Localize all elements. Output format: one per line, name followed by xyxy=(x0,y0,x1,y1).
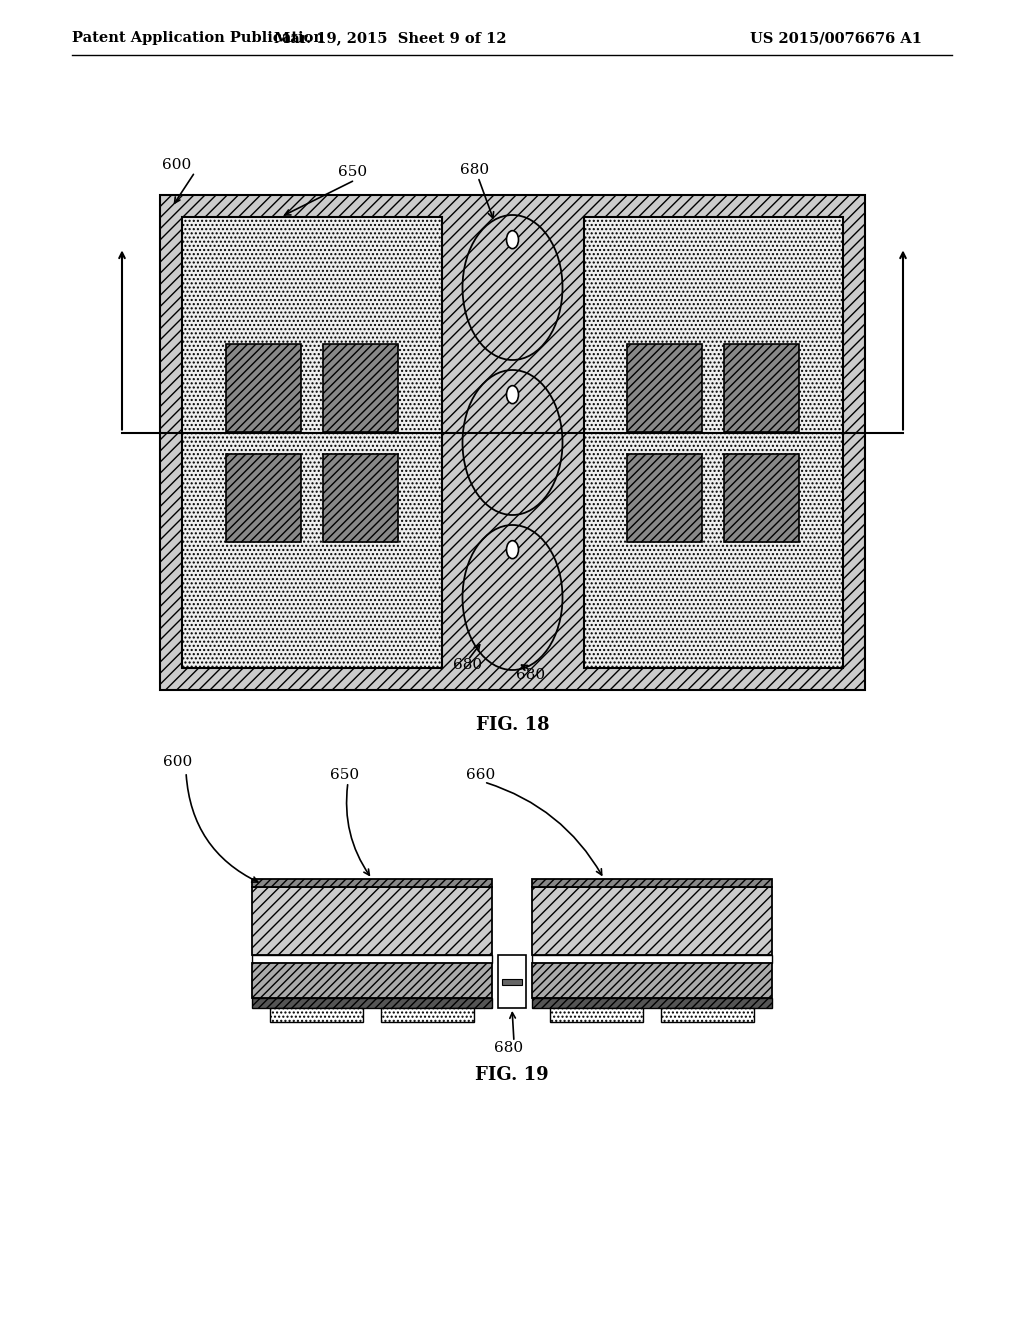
Text: 600: 600 xyxy=(163,755,193,770)
Bar xyxy=(252,879,492,887)
Bar xyxy=(532,954,772,964)
Text: 650: 650 xyxy=(330,768,359,781)
Text: Patent Application Publication: Patent Application Publication xyxy=(72,30,324,45)
Bar xyxy=(323,454,397,541)
Bar xyxy=(550,1008,643,1022)
Bar xyxy=(662,1008,754,1022)
Text: 660: 660 xyxy=(466,768,496,781)
Ellipse shape xyxy=(507,385,518,404)
Ellipse shape xyxy=(507,231,518,248)
Text: 680: 680 xyxy=(460,162,489,177)
Bar xyxy=(225,454,301,541)
Text: 680: 680 xyxy=(494,1041,523,1055)
Bar xyxy=(160,195,865,690)
Bar xyxy=(502,978,522,985)
Bar xyxy=(252,887,492,954)
Text: US 2015/0076676 A1: US 2015/0076676 A1 xyxy=(750,30,922,45)
Bar xyxy=(381,1008,474,1022)
Bar xyxy=(532,964,772,998)
Text: FIG. 19: FIG. 19 xyxy=(475,1067,549,1084)
Bar xyxy=(724,343,800,432)
Text: FIG. 18: FIG. 18 xyxy=(476,715,549,734)
Bar xyxy=(584,216,843,668)
Text: 650: 650 xyxy=(338,165,368,180)
Text: 680: 680 xyxy=(453,657,482,672)
Bar xyxy=(532,998,772,1008)
Text: 600: 600 xyxy=(162,158,191,172)
Bar xyxy=(225,343,301,432)
Bar xyxy=(532,887,772,954)
Bar xyxy=(628,454,702,541)
Bar xyxy=(628,343,702,432)
Bar xyxy=(532,879,772,887)
Bar xyxy=(498,954,526,1008)
Bar xyxy=(270,1008,362,1022)
Bar xyxy=(252,964,492,998)
Bar xyxy=(182,216,441,668)
Text: 680: 680 xyxy=(516,668,545,682)
Bar xyxy=(724,454,800,541)
Bar xyxy=(252,998,492,1008)
Ellipse shape xyxy=(507,541,518,558)
Bar xyxy=(252,954,492,964)
Text: Mar. 19, 2015  Sheet 9 of 12: Mar. 19, 2015 Sheet 9 of 12 xyxy=(273,30,506,45)
Bar xyxy=(323,343,397,432)
